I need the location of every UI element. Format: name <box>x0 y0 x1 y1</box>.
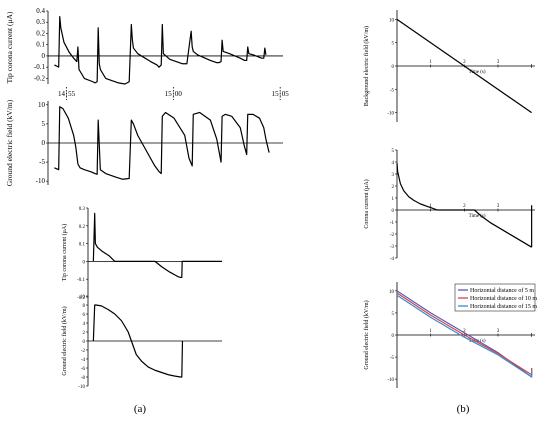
b3-ytick-label: -5 <box>390 356 395 361</box>
b3-legend-label: Horizontal distance of 15 m <box>470 303 537 310</box>
a1-y-label: Tip corona current (μA) <box>5 11 14 83</box>
b1-ytick-label: 0 <box>392 65 395 70</box>
a4-ytick-label: -10 <box>78 385 85 390</box>
a3-ytick-label: -0.2 <box>77 296 85 301</box>
a2-ytick-label: 10 <box>38 101 46 109</box>
b2-ytick-label: 0 <box>392 209 395 214</box>
b2-ytick-label: -3 <box>390 245 395 250</box>
b3-series-2-line <box>396 294 533 378</box>
b3-xtick-label: 3 <box>497 329 500 334</box>
b2-series-0-line <box>396 163 438 211</box>
a2-ytick-label: -10 <box>36 177 46 185</box>
b1-ytick-label: 10 <box>389 18 395 23</box>
b2-xtick-label: 1 <box>429 204 432 209</box>
b3-xtick-label: 1 <box>429 329 432 334</box>
a1-ytick-label: 0.1 <box>36 41 45 49</box>
a4-ytick-label: 2 <box>83 331 86 336</box>
b2-x-label: Time (s) <box>469 214 486 219</box>
b2-ytick-label: 4 <box>392 161 395 166</box>
chart-a2-ground-electric-field: 10 5 0 -5 -10 Ground electric field (kV/m) <box>5 99 283 186</box>
a4-y-label: Ground electric field (kV/m) <box>61 306 68 375</box>
b3-ytick-label: 10 <box>389 290 395 295</box>
chart-a1-tip-corona-current: 0.4 0.3 0.2 0.1 0 -0.1 -0.2 Tip corona current … <box>5 7 289 100</box>
b2-ytick-label: 1 <box>392 197 395 202</box>
a1-ytick-label: -0.1 <box>34 63 46 71</box>
a2-ytick-label: -5 <box>39 158 45 166</box>
a1-ytick-label: 0 <box>42 52 46 60</box>
a4-ytick-label: -2 <box>81 349 86 354</box>
a1-ytick-label: -0.2 <box>34 74 46 82</box>
b1-xtick-label: 3 <box>497 60 500 65</box>
chart-a4-ground-electric-field-zoom: 10 8 6 4 2 0 -2 -4 -6 -8 -10 Ground electric field … <box>61 295 222 390</box>
b2-ytick-label: 2 <box>392 185 395 190</box>
b2-xtick-label: 3 <box>497 204 500 209</box>
chart-b2-corona-current: 5 4 3 2 1 0 -1 -2 -3 -4 1 2 3 Time (s) Corona current … <box>363 149 535 262</box>
a4-ytick-label: 0 <box>83 340 86 345</box>
a2-y-label: Ground electric field (kV/m) <box>5 99 14 186</box>
a1-time-label: 15 : 05 <box>272 90 290 98</box>
a1-time-label: 15 : 00 <box>165 90 183 98</box>
chart-b1-background-electric-field: 10 5 0 -5 -10 1 2 3 Time (s) Background electric … <box>363 10 535 122</box>
a2-ytick-label: 0 <box>42 139 46 147</box>
a1-ytick-label: 0.4 <box>36 7 45 15</box>
panel-label-a: (a) <box>134 403 147 415</box>
a2-ytick-label: 5 <box>42 120 46 128</box>
b3-legend-label: Horizontal distance of 10 m <box>470 295 537 302</box>
b1-ytick-label: -10 <box>387 112 394 117</box>
b3-xtick-label: 2 <box>463 329 466 334</box>
b3-y-label: Ground electric field (kV/m) <box>363 300 370 369</box>
a4-ytick-label: 4 <box>83 322 86 327</box>
a3-ytick-label: -0.1 <box>77 278 85 283</box>
b2-ytick-label: -2 <box>390 233 395 238</box>
b1-xtick-label: 2 <box>463 60 466 65</box>
a4-series-0-line <box>92 304 184 378</box>
panel-label-b: (b) <box>457 403 470 415</box>
b3-ytick-label: 5 <box>392 312 395 317</box>
a1-time-label: 14 : 55 <box>58 90 76 98</box>
b3-ytick-label: 0 <box>392 334 395 339</box>
b1-x-label: Time (s) <box>469 70 486 75</box>
b1-ytick-label: -5 <box>390 88 395 93</box>
b3-legend-box <box>454 283 536 312</box>
chart-a3-tip-corona-current-zoom: 0.3 0.2 0.1 0 -0.1 -0.2 Tip corona current (μA… <box>61 207 222 301</box>
a1-series-0-line <box>54 16 267 85</box>
b3-ytick-label: -10 <box>387 378 394 383</box>
a3-ytick-label: 0.2 <box>79 225 86 230</box>
a3-y-label: Tip corona current (μA) <box>61 224 68 281</box>
a4-ytick-label: 6 <box>83 313 86 318</box>
a4-ytick-label: -6 <box>81 367 86 372</box>
b1-y-label: Background electric field (kV/m) <box>363 26 370 106</box>
b2-ytick-label: 5 <box>392 149 395 154</box>
a3-ytick-label: 0.1 <box>79 243 86 248</box>
a3-ytick-label: 0.3 <box>79 207 86 212</box>
a3-ytick-label: 0 <box>83 260 86 265</box>
a4-ytick-label: -4 <box>81 358 86 363</box>
a4-ytick-label: 10 <box>80 295 86 300</box>
b3-legend-label: Horizontal distance of 5 m <box>470 287 534 294</box>
a3-series-0-line <box>92 212 222 279</box>
a1-ytick-label: 0.2 <box>36 29 45 37</box>
b2-ytick-label: -4 <box>390 257 395 262</box>
a1-ytick-label: 0.3 <box>36 18 45 26</box>
b2-ytick-label: -1 <box>390 221 395 226</box>
b2-y-label: Corona current (μA) <box>363 179 370 228</box>
b1-xtick-label: 1 <box>429 60 432 65</box>
b2-xtick-label: 2 <box>463 204 466 209</box>
b2-series-2-line <box>474 209 532 248</box>
b1-series-0-line <box>396 18 532 114</box>
b1-ytick-label: 5 <box>392 42 395 47</box>
a4-ytick-label: -8 <box>81 376 86 381</box>
a2-series-0-line <box>54 106 270 180</box>
a4-ytick-label: 8 <box>83 304 86 309</box>
b2-ytick-label: 3 <box>392 173 395 178</box>
